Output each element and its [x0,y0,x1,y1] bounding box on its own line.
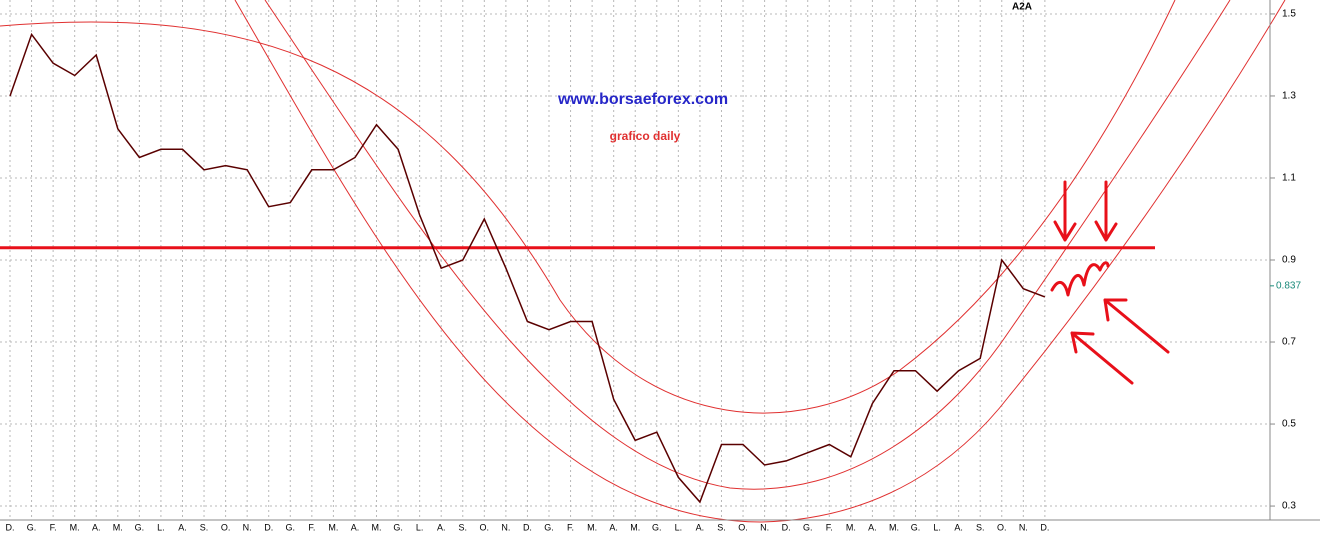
x-tick-label: M. [846,522,856,532]
x-tick-label: A. [954,522,963,532]
x-tick-label: M. [113,522,123,532]
arrow [1103,298,1170,354]
y-tick-label: 1.5 [1282,9,1296,20]
squiggle [1050,261,1110,297]
x-tick-label: F. [50,522,57,532]
x-tick-label: M. [630,522,640,532]
x-tick-label: G. [286,522,296,532]
chart-title: www.borsaeforex.com [557,91,728,108]
x-tick-label: F. [308,522,315,532]
x-tick-label: N. [1019,522,1028,532]
chart-subtitle: grafico daily [610,129,681,143]
plot [0,32,1155,504]
x-tick-label: M. [372,522,382,532]
x-tick-label: D. [264,522,273,532]
x-tick-label: G. [803,522,813,532]
grid [0,0,1270,520]
x-tick-label: L. [416,522,424,532]
x-tick-label: M. [587,522,597,532]
price-line [9,32,1046,504]
x-tick-label: G. [911,522,921,532]
x-tick-label: A. [178,522,187,532]
x-tick-label: A. [609,522,618,532]
x-tick-label: N. [243,522,252,532]
x-tick-label: S. [459,522,468,532]
x-tick-label: D. [6,522,15,532]
y-tick-label: 1.3 [1282,91,1296,102]
x-tick-label: G. [544,522,554,532]
x-tick-label: G. [135,522,145,532]
x-tick-label: G. [652,522,662,532]
x-tick-label: N. [501,522,510,532]
x-tick-label: S. [976,522,985,532]
y-tick-label: 0.9 [1282,255,1296,266]
x-tick-label: M. [70,522,80,532]
arrow [1094,180,1118,242]
x-tick-label: A. [437,522,446,532]
x-tick-label: O. [480,522,490,532]
x-tick-label: O. [738,522,748,532]
annotation-arrows [1050,180,1170,385]
channel-curve [234,0,1286,523]
last-value-label: 0.837 [1276,280,1301,291]
x-tick-label: A. [696,522,705,532]
x-tick-label: S. [717,522,726,532]
x-tick-label: A. [868,522,877,532]
x-tick-label: M. [889,522,899,532]
x-tick-label: G. [27,522,37,532]
x-tick-label: D. [523,522,532,532]
x-tick-label: N. [760,522,769,532]
x-tick-label: O. [221,522,231,532]
x-tick-label: L. [933,522,941,532]
y-tick-label: 0.7 [1282,337,1296,348]
x-tick-label: F. [567,522,574,532]
x-tick-label: D. [782,522,791,532]
x-tick-label: M. [328,522,338,532]
y-tick-label: 1.1 [1282,173,1296,184]
y-tick-label: 0.5 [1282,419,1296,430]
arrow [1070,331,1134,385]
ticker: A2A [1012,2,1032,13]
x-tick-label: D. [1040,522,1049,532]
x-tick-label: L. [157,522,165,532]
y-tick-label: 0.3 [1282,501,1296,512]
x-tick-label: A. [351,522,360,532]
arrow [1053,180,1077,242]
x-tick-label: O. [997,522,1007,532]
x-tick-label: S. [200,522,209,532]
x-tick-label: G. [393,522,403,532]
x-tick-label: L. [675,522,683,532]
x-tick-label: A. [92,522,101,532]
channel-curve [264,0,1231,490]
x-tick-label: F. [826,522,833,532]
